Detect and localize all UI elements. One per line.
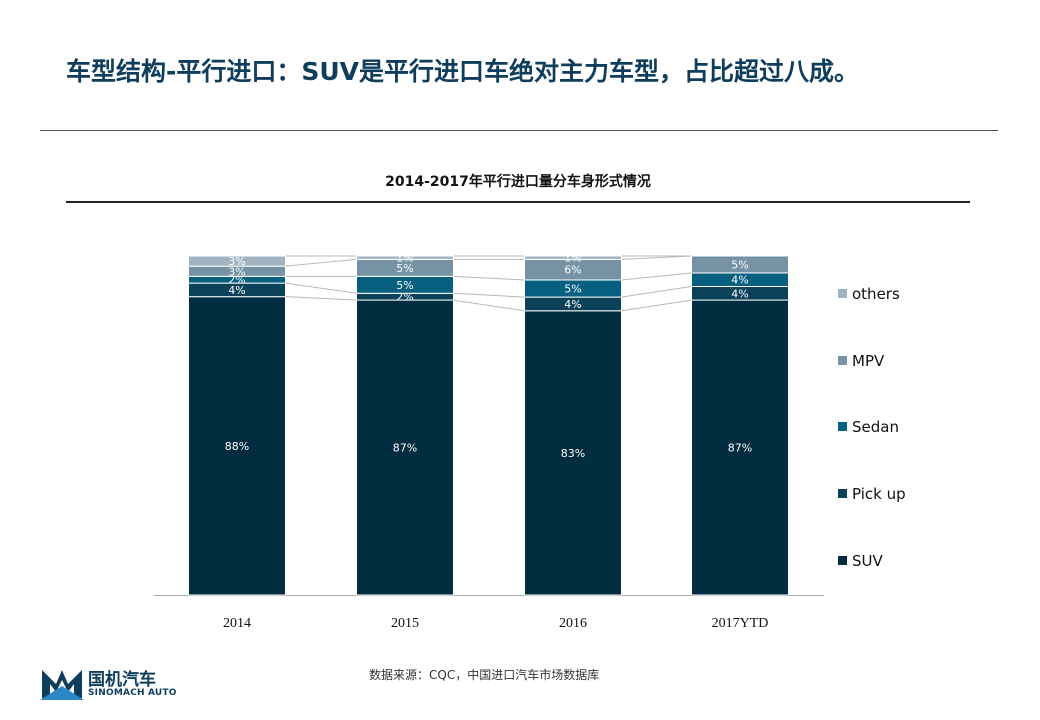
- legend-item: others: [838, 285, 900, 303]
- data-source-note: 数据来源：CQC，中国进口汽车市场数据库: [369, 668, 600, 682]
- legend-item: SUV: [838, 552, 884, 570]
- legend-item: Sedan: [838, 418, 899, 436]
- data-label: 4%: [731, 274, 748, 287]
- connector-line: [621, 255, 692, 260]
- legend-swatch: [838, 289, 847, 298]
- data-label: 1%: [564, 252, 581, 265]
- data-label: 5%: [396, 262, 413, 275]
- bar-stack-2016: 83% 4% 5% 6%1%: [524, 252, 622, 596]
- data-label: 88%: [225, 440, 249, 453]
- data-label: 2%: [396, 291, 413, 304]
- data-label: 4%: [731, 287, 748, 300]
- bar-stack-2014: 88%4%2%3%3%: [188, 255, 286, 596]
- legend-label: Sedan: [852, 418, 899, 436]
- slide-title: 车型结构-平行进口：SUV是平行进口车绝对主力车型，占比超过八成。: [66, 57, 860, 86]
- title-divider: [40, 130, 998, 131]
- connector-line: [621, 272, 692, 281]
- legend-swatch: [838, 356, 847, 365]
- connector-line: [285, 258, 357, 267]
- data-label: 3%: [228, 265, 245, 278]
- bar-segment: [356, 255, 454, 260]
- data-label: 5%: [731, 258, 748, 271]
- connector-line: [621, 286, 692, 298]
- x-tick-label: 2014: [223, 616, 251, 631]
- data-label: 3%: [228, 255, 245, 268]
- legend-swatch: [838, 422, 847, 431]
- data-label: 5%: [396, 279, 413, 292]
- x-tick-label: 2017YTD: [712, 616, 769, 631]
- bar-segment: [188, 296, 286, 596]
- bar-stack-2017YTD: 87% 4%4% 5%: [691, 255, 789, 596]
- x-tick-label: 2015: [391, 616, 419, 631]
- connector-line: [453, 292, 525, 298]
- data-label: 2%: [228, 274, 245, 287]
- data-label: 83%: [561, 447, 585, 460]
- connector-line: [285, 282, 357, 294]
- sinomach-logo-icon: [40, 670, 84, 700]
- bar-segment: [691, 299, 789, 596]
- legend-label: others: [852, 285, 900, 303]
- logo-name-en: SINOMACH AUTO: [88, 688, 177, 698]
- data-label: 4%: [564, 298, 581, 311]
- connector-line: [453, 275, 525, 281]
- legend-label: SUV: [852, 552, 884, 570]
- bar-stack-2015: 87%2%5%5%1%: [356, 252, 454, 596]
- bar-segment: [524, 310, 622, 596]
- chart-legend: others MPV Sedan Pick up SUV: [838, 285, 906, 570]
- series-connector-lines: [285, 255, 692, 312]
- chart-title-divider: [66, 201, 970, 203]
- data-label: 6%: [564, 264, 581, 277]
- data-label: 4%: [228, 284, 245, 297]
- data-label: 1%: [396, 252, 413, 265]
- bar-segment: [691, 255, 789, 274]
- bar-segment: [356, 299, 454, 596]
- legend-item: Pick up: [838, 485, 906, 503]
- connector-line: [621, 299, 692, 312]
- x-tick-label: 2016: [559, 616, 587, 631]
- legend-label: MPV: [852, 352, 885, 370]
- legend-label: Pick up: [852, 485, 906, 503]
- legend-item: MPV: [838, 352, 885, 370]
- legend-swatch: [838, 556, 847, 565]
- data-label: 87%: [728, 442, 752, 455]
- logo-name-cn: 国机汽车: [88, 670, 156, 690]
- data-label: 5%: [564, 283, 581, 296]
- connector-line: [285, 296, 357, 301]
- data-label: 87%: [393, 442, 417, 455]
- chart-title: 2014-2017年平行进口量分车身形式情况: [385, 174, 651, 190]
- legend-swatch: [838, 489, 847, 498]
- bar-segment: [188, 255, 286, 267]
- connector-line: [453, 299, 525, 312]
- bar-segment: [524, 255, 622, 260]
